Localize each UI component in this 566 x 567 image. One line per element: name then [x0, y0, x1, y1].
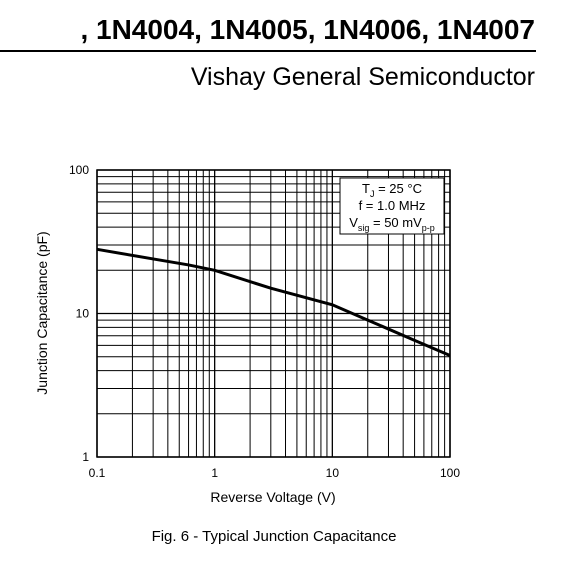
company-name: Vishay General Semiconductor [191, 63, 535, 91]
x-tick-label: 100 [440, 466, 460, 480]
y-tick-label: 1 [82, 450, 89, 464]
annotation-box [339, 177, 445, 235]
annotation-part: = 50 mV [369, 215, 422, 230]
y-tick-label: 100 [69, 163, 89, 177]
annotation-part: T [362, 181, 370, 196]
annotation-part: V [349, 215, 358, 230]
y-tick-label: 10 [76, 307, 90, 321]
y-axis-label: Junction Capacitance (pF) [34, 231, 50, 394]
annotation-part: f = 1.0 MHz [359, 198, 426, 213]
annotation-part: sig [358, 223, 370, 233]
x-tick-label: 0.1 [89, 466, 106, 480]
x-tick-label: 10 [326, 466, 340, 480]
annotation-part: = 25 °C [374, 181, 421, 196]
annotation: f = 1.0 MHz [359, 198, 426, 213]
annotation: TJ = 25 °C [362, 181, 422, 199]
plot-frame [96, 169, 451, 458]
x-axis-label: Reverse Voltage (V) [210, 489, 335, 505]
x-tick-label: 1 [211, 466, 218, 480]
annotation-part: p-p [422, 223, 435, 233]
figure-caption: Fig. 6 - Typical Junction Capacitance [152, 528, 397, 545]
annotation-part: J [370, 189, 375, 199]
data-line [96, 247, 451, 357]
header-title: , 1N4004, 1N4005, 1N4006, 1N4007 [80, 14, 535, 45]
annotation: Vsig = 50 mVp-p [349, 215, 435, 233]
